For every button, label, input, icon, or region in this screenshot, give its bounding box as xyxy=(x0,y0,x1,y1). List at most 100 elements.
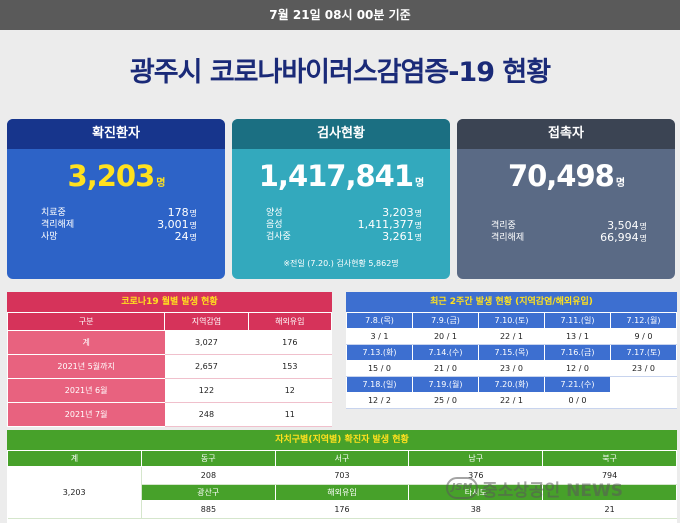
district-value: 208 xyxy=(141,466,276,485)
confirmed-row: 사망 24명 xyxy=(41,230,197,243)
date-cell: 7.8.(목) xyxy=(346,312,413,329)
contacts-total: 70,498 명 xyxy=(507,159,625,193)
table-row: 2021년 6월 122 12 xyxy=(7,378,332,403)
total-header: 계 xyxy=(7,450,142,467)
row-label: 계 xyxy=(7,330,165,355)
total-value: 3,203 xyxy=(7,466,142,519)
contacts-heading: 접촉자 xyxy=(457,119,675,149)
district-header: 광산구 xyxy=(140,484,276,501)
date-cell: 7.13.(화) xyxy=(346,344,413,361)
value-cell: 9 / 0 xyxy=(610,328,677,345)
date-cell: 7.14.(수) xyxy=(412,344,479,361)
confirmed-heading: 확진환자 xyxy=(7,119,225,149)
tests-note: ※전일 (7.20.) 검사현황 5,862명 xyxy=(283,259,399,268)
table-row: 계 3,027 176 xyxy=(7,330,332,355)
contacts-card: 접촉자 70,498 명 격리중 3,504명 격리해제 66,994명 xyxy=(457,119,675,279)
row-label: 2021년 5월까지 xyxy=(7,354,165,379)
table-row: 2021년 5월까지 2,657 153 xyxy=(7,354,332,379)
date-cell: 7.15.(목) xyxy=(478,344,545,361)
watermark-text: 중소상공인 NEWS xyxy=(482,480,623,501)
monthly-header: 지역감염 xyxy=(164,312,249,331)
overseas-value: 153 xyxy=(248,354,332,379)
value-cell: 12 / 2 xyxy=(346,392,413,409)
tests-row: 음성 1,411,377명 xyxy=(266,218,422,231)
contacts-row: 격리해제 66,994명 xyxy=(491,231,647,244)
value-cell: 20 / 1 xyxy=(412,328,479,345)
tests-total: 1,417,841 명 xyxy=(258,159,425,193)
tests-row: 검사중 3,261명 xyxy=(266,230,422,243)
row-label: 2021년 7월 xyxy=(7,402,165,427)
district-header: 서구 xyxy=(274,450,410,467)
local-value: 3,027 xyxy=(164,330,249,355)
date-cell: 7.10.(토) xyxy=(478,312,545,329)
news-watermark: JSM 중소상공인 NEWS xyxy=(446,474,676,502)
date-cell: 7.20.(화) xyxy=(478,376,545,393)
date-cell: 7.9.(금) xyxy=(412,312,479,329)
value-cell: 13 / 1 xyxy=(544,328,611,345)
overseas-value: 11 xyxy=(248,402,332,427)
value-cell: 23 / 0 xyxy=(610,360,677,377)
date-row: 7.13.(화) 7.14.(수) 7.15.(목) 7.16.(금) 7.17… xyxy=(346,344,677,361)
confirmed-row: 격리해제 3,001명 xyxy=(41,218,197,231)
date-row: 7.18.(일) 7.19.(월) 7.20.(화) 7.21.(수) xyxy=(346,376,677,393)
overseas-value: 176 xyxy=(248,330,332,355)
date-row: 7.8.(목) 7.9.(금) 7.10.(토) 7.11.(일) 7.12.(… xyxy=(346,312,677,329)
date-cell: 7.16.(금) xyxy=(544,344,611,361)
confirmed-total: 3,203 명 xyxy=(67,159,166,193)
news-logo-icon: JSM xyxy=(446,477,478,499)
tests-row: 양성 3,203명 xyxy=(266,206,422,219)
district-value: 21 xyxy=(542,500,677,519)
value-cell: 22 / 1 xyxy=(478,328,545,345)
value-cell: 21 / 0 xyxy=(412,360,479,377)
contacts-row: 격리중 3,504명 xyxy=(491,219,647,232)
recent-table: 7.8.(목) 7.9.(금) 7.10.(토) 7.11.(일) 7.12.(… xyxy=(346,312,677,409)
empty-cell xyxy=(610,392,677,409)
district-header: 동구 xyxy=(140,450,276,467)
value-row: 3 / 1 20 / 1 22 / 1 13 / 1 9 / 0 xyxy=(346,328,677,345)
empty-cell xyxy=(610,376,677,393)
district-table-panel: 자치구별(지역별) 확진자 발생 현황 계 동구 서구 남구 북구 3,203 … xyxy=(7,430,677,523)
local-value: 248 xyxy=(164,402,249,427)
page-title: 광주시 코로나바이러스감염증-19 현황 xyxy=(129,57,551,88)
reference-time-bar: 7월 21일 08시 00분 기준 xyxy=(0,0,680,30)
value-row: 15 / 0 21 / 0 23 / 0 12 / 0 23 / 0 xyxy=(346,360,677,377)
confirmed-card: 확진환자 3,203 명 치료중 178명 격리해제 3,001명 사망 24명 xyxy=(7,119,225,279)
value-cell: 23 / 0 xyxy=(478,360,545,377)
date-cell: 7.11.(일) xyxy=(544,312,611,329)
contacts-breakdown: 격리중 3,504명 격리해제 66,994명 xyxy=(491,220,647,244)
district-header: 북구 xyxy=(542,450,677,467)
district-header xyxy=(542,484,677,501)
monthly-header: 구분 xyxy=(6,312,166,331)
district-value: 703 xyxy=(275,466,409,485)
date-cell: 7.12.(월) xyxy=(610,312,677,329)
district-header: 해외유입 xyxy=(274,484,410,501)
district-value: 176 xyxy=(275,500,409,519)
date-cell: 7.18.(일) xyxy=(346,376,413,393)
district-header: 남구 xyxy=(408,450,544,467)
confirmed-breakdown: 치료중 178명 격리해제 3,001명 사망 24명 xyxy=(41,207,197,243)
recent-table-title: 최근 2주간 발생 현황 (지역감염/해외유입) xyxy=(346,292,677,312)
value-cell: 0 / 0 xyxy=(544,392,611,409)
tests-breakdown: 양성 3,203명 음성 1,411,377명 검사중 3,261명 xyxy=(266,207,422,243)
district-value: 38 xyxy=(408,500,543,519)
tests-heading: 검사현황 xyxy=(232,119,450,149)
value-cell: 25 / 0 xyxy=(412,392,479,409)
district-table-title: 자치구별(지역별) 확진자 발생 현황 xyxy=(7,430,677,450)
value-cell: 12 / 0 xyxy=(544,360,611,377)
overseas-value: 12 xyxy=(248,378,332,403)
value-cell: 3 / 1 xyxy=(346,328,413,345)
local-value: 2,657 xyxy=(164,354,249,379)
date-cell: 7.17.(토) xyxy=(610,344,677,361)
confirmed-row: 치료중 178명 xyxy=(41,206,197,219)
date-cell: 7.19.(월) xyxy=(412,376,479,393)
monthly-header: 해외유입 xyxy=(247,312,333,331)
district-table: 계 동구 서구 남구 북구 3,203 208 703 376 794 광산구 … xyxy=(7,450,677,519)
monthly-table: 구분 지역감염 해외유입 계 3,027 176 2021년 5월까지 2,65… xyxy=(6,312,333,427)
local-value: 122 xyxy=(164,378,249,403)
value-cell: 22 / 1 xyxy=(478,392,545,409)
row-label: 2021년 6월 xyxy=(7,378,165,403)
value-cell: 15 / 0 xyxy=(346,360,413,377)
date-cell: 7.21.(수) xyxy=(544,376,611,393)
recent-two-weeks-panel: 최근 2주간 발생 현황 (지역감염/해외유입) 7.8.(목) 7.9.(금)… xyxy=(346,292,677,409)
table-row: 2021년 7월 248 11 xyxy=(7,402,332,427)
